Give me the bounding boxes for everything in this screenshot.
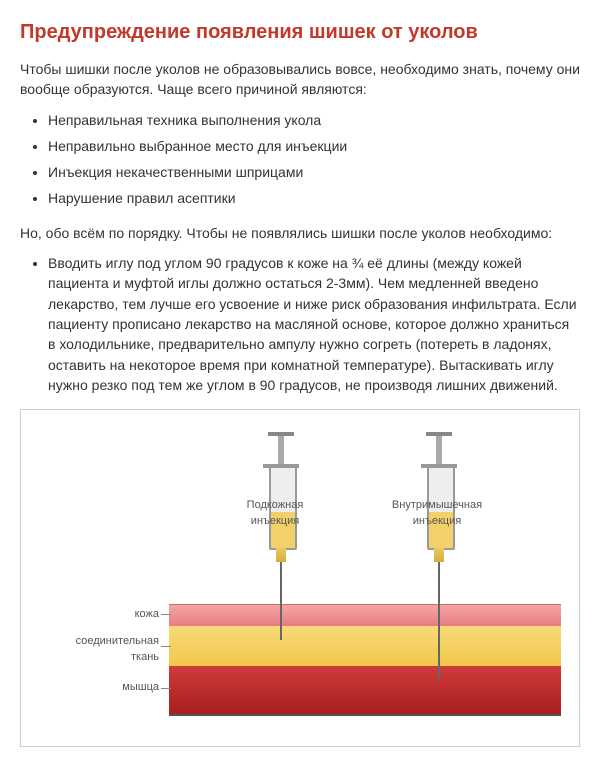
injection-diagram: Подкожнаяинъекция Внутримышечнаяинъекция… <box>20 409 580 747</box>
label-intramuscular: Внутримышечнаяинъекция <box>367 498 507 530</box>
skin-layer <box>169 604 561 627</box>
mid-text: Но, обо всём по порядку. Чтобы не появля… <box>20 223 580 243</box>
list-item: Вводить иглу под углом 90 градусов к кож… <box>48 253 580 395</box>
label-muscle: мышца <box>39 680 159 696</box>
causes-list: Неправильная техника выполнения укола Не… <box>20 110 580 209</box>
label-subcutaneous: Подкожнаяинъекция <box>215 498 335 530</box>
connective-layer <box>169 626 561 666</box>
advice-list: Вводить иглу под углом 90 градусов к кож… <box>20 253 580 395</box>
label-skin: кожа <box>39 607 159 623</box>
list-item: Нарушение правил асептики <box>48 188 580 208</box>
list-item: Неправильная техника выполнения укола <box>48 110 580 130</box>
intro-text: Чтобы шишки после уколов не образовывали… <box>20 59 580 100</box>
list-item: Инъекция некачественными шприцами <box>48 162 580 182</box>
ground-line <box>169 714 561 716</box>
list-item: Неправильно выбранное место для инъекции <box>48 136 580 156</box>
label-connective: соединительнаяткань <box>39 634 159 666</box>
muscle-layer <box>169 666 561 714</box>
page-title: Предупреждение появления шишек от уколов <box>20 18 580 47</box>
